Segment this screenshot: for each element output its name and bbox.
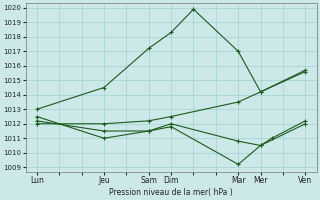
X-axis label: Pression niveau de la mer( hPa ): Pression niveau de la mer( hPa ) xyxy=(109,188,233,197)
